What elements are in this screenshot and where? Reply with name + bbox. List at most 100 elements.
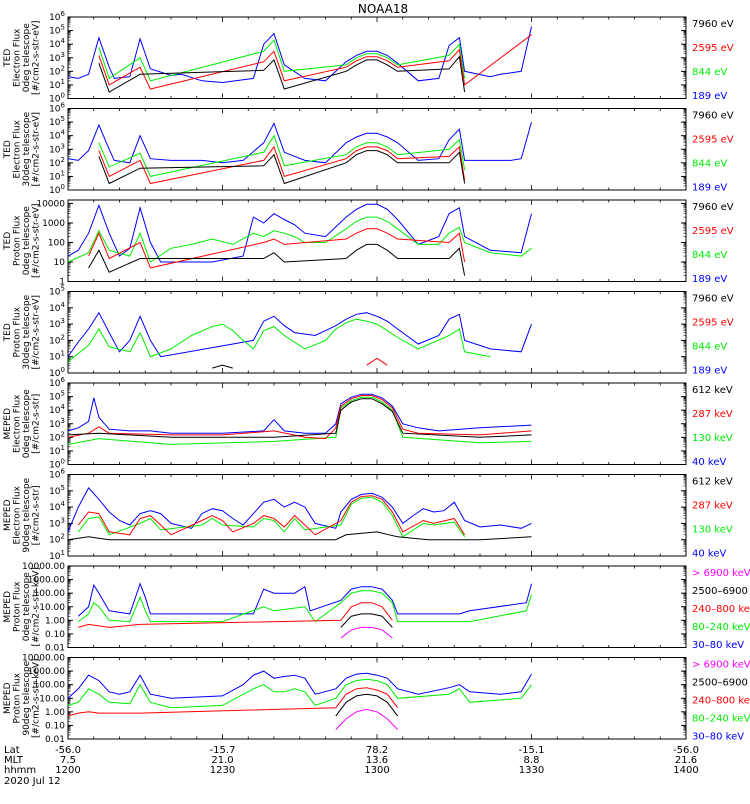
- y-tick-label: 106: [49, 102, 65, 115]
- y-tick-label: 105: [49, 115, 65, 128]
- panel-frame: [67, 382, 687, 465]
- y-axis-label: [#/cm2-s-str-keV]: [32, 659, 42, 738]
- legend-entry: 30–80 keV: [692, 640, 744, 651]
- y-axis-label: TED: [3, 323, 13, 342]
- y-tick-label: 10000.00: [22, 562, 65, 572]
- series-line-blue: [67, 393, 532, 434]
- axis-tick-lat: -56.0: [673, 745, 699, 756]
- panel-3: 100 101 102 103 104 105 TED Proton Flux 30deg te…: [3, 285, 734, 380]
- y-axis-label: TED: [3, 232, 13, 251]
- y-tick-label: 104: [49, 129, 65, 142]
- time-axis: Lat MLT hhmm 2020 Jul 12 -56.07.51200-15…: [4, 745, 699, 787]
- series-line-red: [67, 687, 398, 717]
- y-tick-label: 0.10: [45, 721, 65, 731]
- y-tick-label: 102: [49, 333, 65, 346]
- legend-entry: 189 eV: [692, 366, 727, 377]
- y-axis-label: MEPED: [3, 682, 13, 714]
- legend-entry: 844 eV: [692, 159, 727, 170]
- axis-date-label: 2020 Jul 12: [4, 776, 61, 787]
- legend-entry: 2595 eV: [692, 43, 734, 54]
- axis-tick-lat: -56.0: [55, 745, 81, 756]
- y-axis-label: 90deg telescope: [22, 660, 32, 735]
- axis-row-label-hhmm: hhmm: [4, 765, 36, 776]
- y-axis-label: Proton Flux: [13, 215, 23, 266]
- legend-entry: 2500–6900: [692, 678, 748, 689]
- series-line-green: [67, 396, 532, 445]
- y-axis-label: [#/cm2-s-str-eV]: [32, 112, 42, 187]
- y-tick-label: 105: [49, 24, 65, 37]
- y-axis-label: 0deg telescope: [22, 206, 32, 276]
- axis-row-label-mlt: MLT: [4, 755, 24, 766]
- axis-tick-lat: 78.2: [366, 745, 388, 756]
- y-tick-label: 100.00: [34, 681, 66, 691]
- y-tick-label: 10.00: [39, 694, 65, 704]
- y-tick-label: 106: [49, 376, 65, 389]
- y-axis-label: 0deg telescope: [22, 23, 32, 93]
- panel-6: 0.01 0.10 1.00 10.00 100.00 1000.00 10000.00 ME…: [3, 562, 750, 654]
- axis-tick-mlt: 7.5: [60, 755, 76, 766]
- legend-entry: 130 keV: [692, 433, 733, 444]
- y-axis-label: Proton Flux: [13, 581, 23, 632]
- y-tick-label: 101: [49, 444, 65, 457]
- legend-entry: 844 eV: [692, 250, 727, 261]
- axis-tick-hhmm: 1200: [55, 765, 80, 776]
- y-axis-label: 90deg telescope: [22, 477, 32, 552]
- y-tick-label: 103: [49, 51, 65, 64]
- y-tick-label: 101: [49, 169, 65, 182]
- y-tick-label: 104: [49, 301, 65, 314]
- series-line-green: [67, 318, 491, 362]
- series-line-black: [335, 693, 398, 717]
- series-line-black: [88, 243, 466, 276]
- y-tick-label: 0.01: [45, 735, 65, 745]
- series-line-black: [98, 55, 466, 93]
- y-tick-label: 1.00: [45, 708, 65, 718]
- y-axis-label: 30deg telescope: [22, 294, 32, 369]
- y-tick-label: 103: [49, 516, 65, 529]
- y-tick-label: 100: [48, 238, 65, 248]
- series-line-blue: [67, 670, 532, 699]
- y-tick-label: 102: [49, 430, 65, 443]
- series-line-red: [98, 34, 532, 90]
- y-tick-label: 1: [59, 278, 65, 288]
- panel-5: 101 102 103 104 105 106 MEPED Electron Flux 90de…: [3, 468, 733, 563]
- y-tick-label: 102: [49, 533, 65, 546]
- legend-entry: 844 eV: [692, 67, 727, 78]
- series-line-black: [340, 613, 393, 628]
- y-tick-label: 105: [49, 484, 65, 497]
- legend-entry: 2500–6900: [692, 586, 748, 597]
- series-line-black: [67, 531, 532, 541]
- y-tick-label: 104: [49, 403, 65, 416]
- y-tick-label: 106: [49, 10, 65, 23]
- axis-tick-hhmm: 1330: [519, 765, 544, 776]
- series-line-blue: [67, 121, 532, 164]
- axis-tick-hhmm: 1300: [364, 765, 389, 776]
- y-tick-label: 103: [49, 317, 65, 330]
- y-tick-label: 100: [49, 366, 65, 379]
- legend-entry: 844 eV: [692, 342, 727, 353]
- legend-entry: 2595 eV: [692, 135, 734, 146]
- legend-entry: 2595 eV: [692, 318, 734, 329]
- y-tick-label: 104: [49, 37, 65, 50]
- axis-tick-mlt: 21.0: [211, 755, 233, 766]
- y-tick-label: 101: [49, 78, 65, 91]
- legend-entry: 287 keV: [692, 409, 733, 420]
- panel-frame: [67, 474, 687, 557]
- y-axis-label: [#/cm2-s-str]: [32, 394, 42, 454]
- y-axis-label: [#/cm2-s-str-keV]: [32, 567, 42, 646]
- y-tick-label: 103: [49, 417, 65, 430]
- series-line-blue: [67, 203, 532, 263]
- y-tick-label: 1000.00: [28, 667, 65, 677]
- legend-entry: 612 keV: [692, 477, 733, 488]
- series-line-magenta: [340, 626, 393, 639]
- y-tick-label: 1000: [42, 219, 65, 229]
- legend-entry: 130 keV: [692, 525, 733, 536]
- y-axis-label: 30deg telescope: [22, 111, 32, 186]
- series-line-blue: [77, 582, 532, 617]
- y-tick-label: 103: [49, 142, 65, 155]
- legend-entry: 80–240 keV: [692, 622, 750, 633]
- y-tick-label: 101: [49, 350, 65, 363]
